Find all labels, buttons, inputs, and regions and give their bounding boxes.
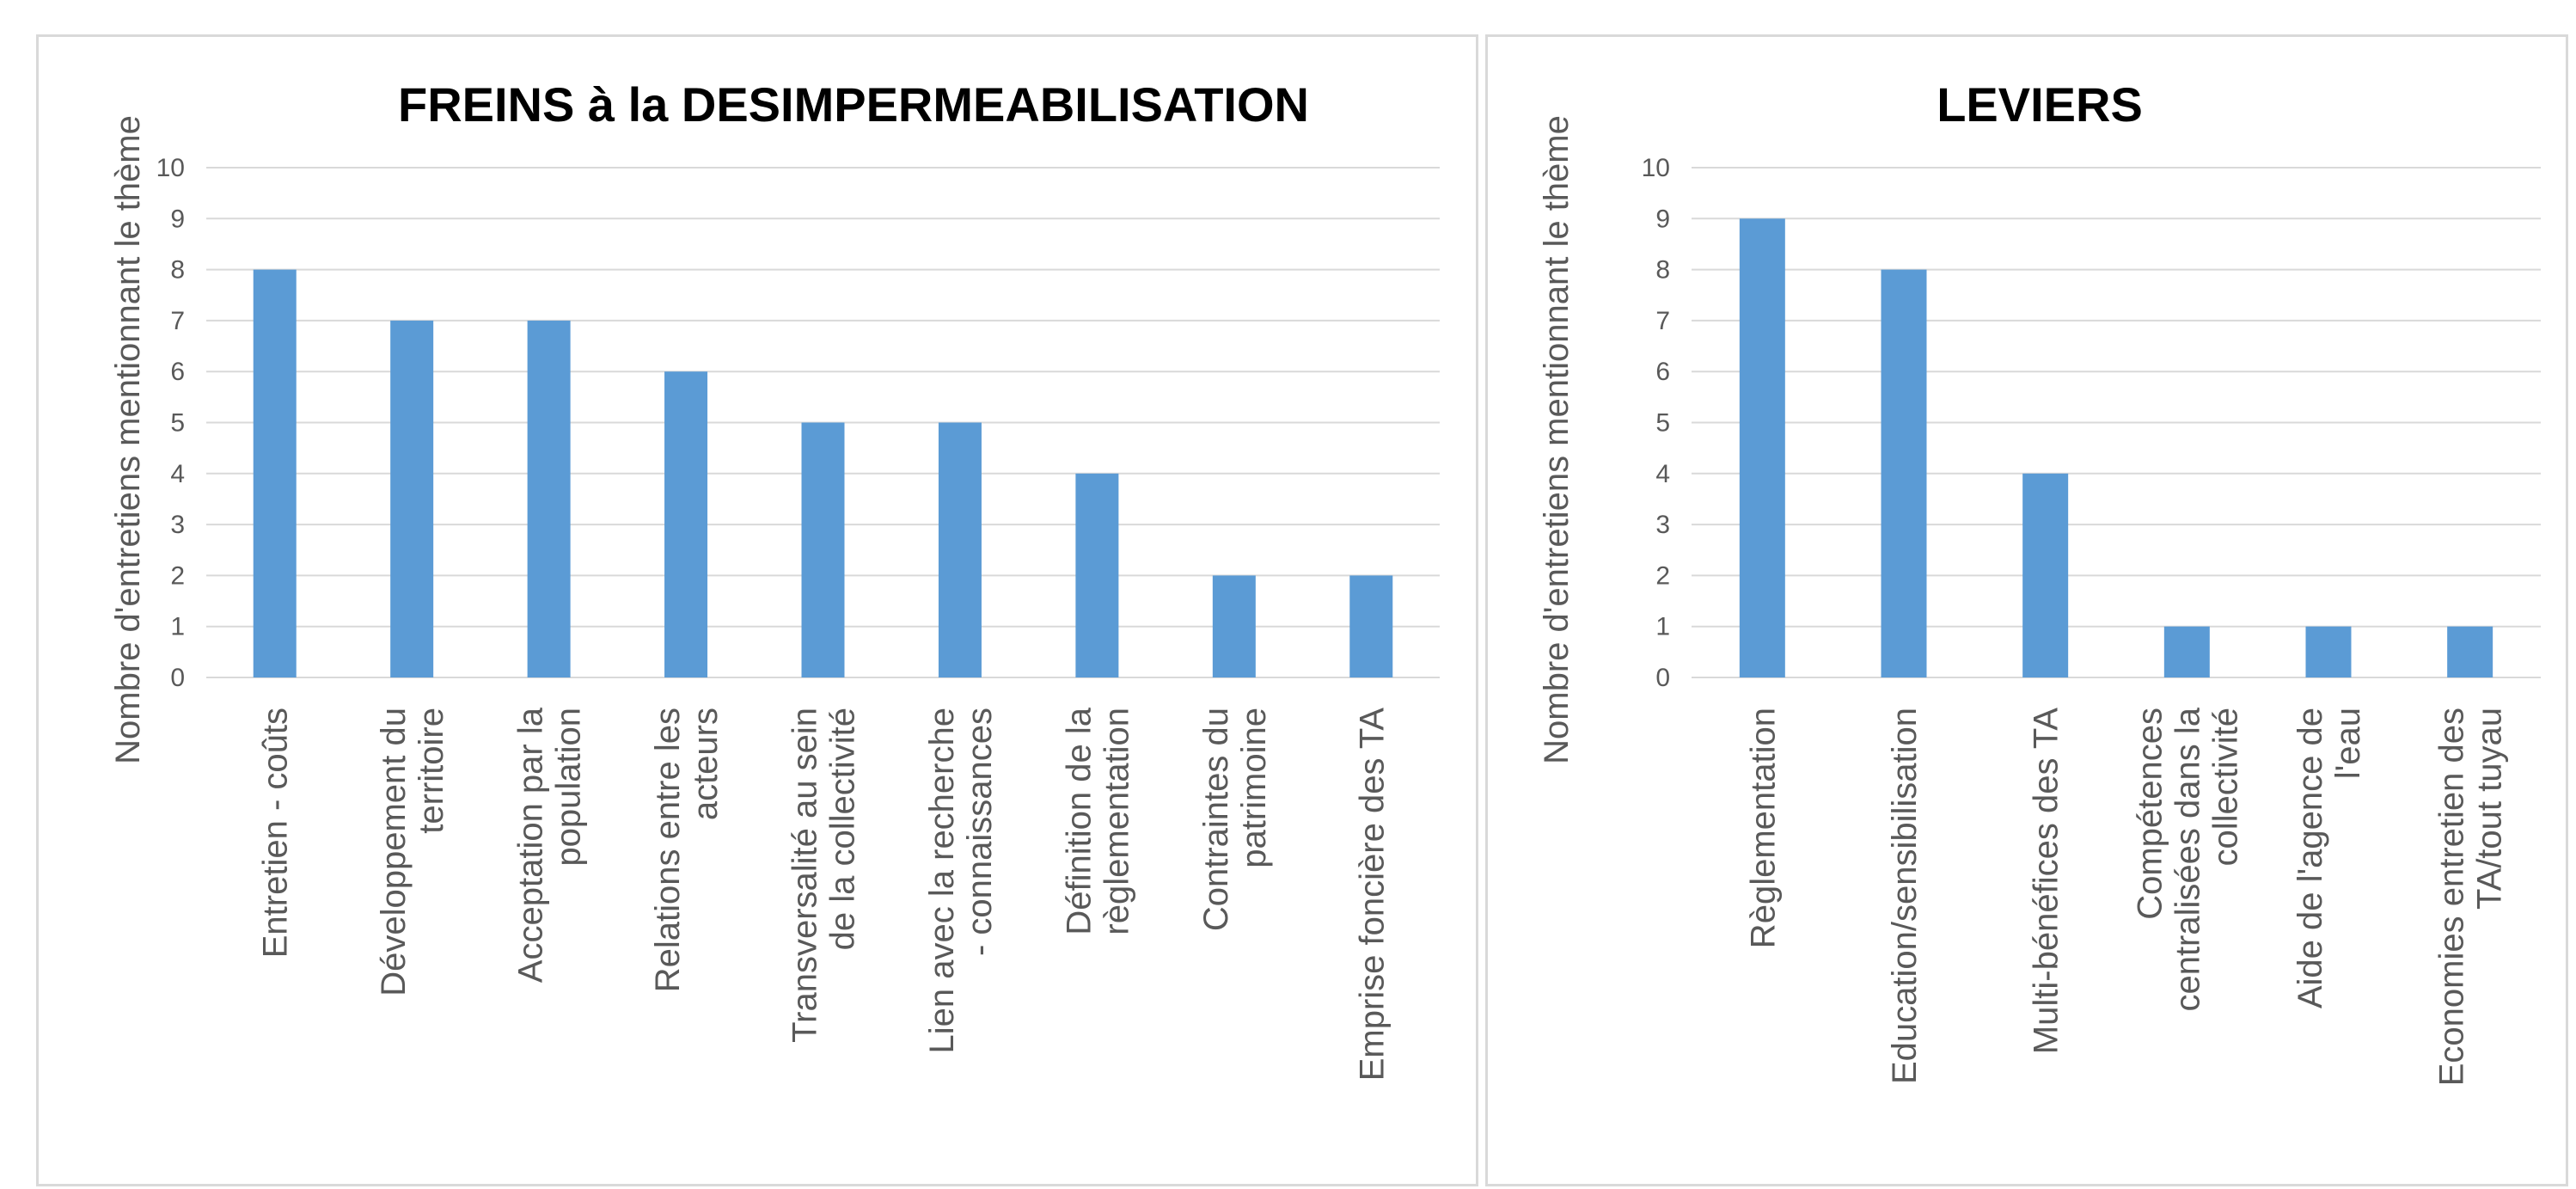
chart-leviers: LEVIERS 0 1 2 3 4 5 6 7 8 9 10 Nombre d'entretiens m… <box>1538 77 2541 1086</box>
category-label-4: Relations entre lesacteurs <box>649 708 725 992</box>
y-tick-label: 10 <box>1642 154 1670 182</box>
category-label-2: Education/sensibilisation <box>1886 708 1924 1084</box>
category-label-3: Acceptation par lapopulation <box>512 707 588 983</box>
category-label-2: Développement duterritoire <box>375 708 450 996</box>
y-tick-label: 5 <box>1655 409 1670 438</box>
chart-title: FREINS à la DESIMPERMEABILISATION <box>398 77 1309 132</box>
bar-4 <box>664 371 708 677</box>
y-tick-label: 0 <box>1655 664 1670 692</box>
chart-panel-leviers: LEVIERS 0 1 2 3 4 5 6 7 8 9 10 Nombre d'entretiens m… <box>1485 34 2568 1186</box>
bar-3 <box>2022 473 2069 677</box>
bar-1 <box>1739 218 1785 678</box>
y-tick-label: 3 <box>170 511 185 539</box>
bar-5 <box>2305 626 2352 677</box>
bar-9 <box>1349 575 1393 677</box>
bar-6 <box>2447 626 2493 677</box>
category-label-7: Définition de larèglementation <box>1060 707 1135 935</box>
bar-8 <box>1212 575 1256 677</box>
bar-6 <box>938 422 982 677</box>
bar-5 <box>801 422 845 677</box>
y-axis-label: Nombre d'entretiens mentionnant le thème <box>1538 115 1576 764</box>
y-tick-label: 5 <box>170 409 185 438</box>
category-label-6: Lien avec la recherche- connaissances <box>923 708 999 1053</box>
y-tick-label: 7 <box>1655 307 1670 335</box>
y-tick-label: 8 <box>170 256 185 285</box>
y-tick-label: 4 <box>170 460 185 488</box>
bar-3 <box>527 320 571 677</box>
y-tick-label: 9 <box>1655 205 1670 233</box>
category-label-5: Transversalité au seinde la collectivité <box>786 708 862 1043</box>
category-label-4: Compétencescentralisées dans lacollectiv… <box>2131 707 2244 1011</box>
category-label-6: Economies entretien desTA/tout tuyau <box>2433 708 2509 1086</box>
bar-7 <box>1075 473 1119 677</box>
y-tick-label: 3 <box>1655 511 1670 539</box>
y-axis-label: Nombre d'entretiens mentionnant le thème <box>109 115 147 764</box>
bar-2 <box>390 320 434 677</box>
y-tick-label: 7 <box>170 307 185 335</box>
y-tick-label: 6 <box>170 358 185 386</box>
chart-title: LEVIERS <box>1937 77 2143 132</box>
chart-panel-freins: FREINS à la DESIMPERMEABILISATION 0 1 2 3 4 5 6… <box>36 34 1478 1186</box>
y-tick-label: 1 <box>1655 613 1670 641</box>
y-tick-label: 9 <box>170 205 185 233</box>
y-tick-label: 4 <box>1655 460 1670 488</box>
category-label-3: Multi-bénéfices des TA <box>2028 708 2065 1054</box>
y-tick-label: 6 <box>1655 358 1670 386</box>
y-tick-label: 2 <box>1655 561 1670 590</box>
y-tick-label: 1 <box>170 613 185 641</box>
category-label-9: Emprise foncière des TA <box>1353 708 1391 1082</box>
y-tick-label: 0 <box>170 664 185 692</box>
y-tick-label: 10 <box>156 154 185 182</box>
bar-1 <box>253 269 297 677</box>
category-label-8: Contraintes dupatrimoine <box>1197 708 1273 931</box>
bar-4 <box>2163 626 2210 677</box>
category-label-1: Règlementation <box>1744 708 1782 948</box>
bar-2 <box>1881 269 1927 677</box>
category-label-5: Aide de l'agence del'eau <box>2291 708 2367 1008</box>
y-tick-label: 2 <box>170 561 185 590</box>
category-label-1: Entretien - coûts <box>257 708 295 958</box>
y-tick-label: 8 <box>1655 256 1670 285</box>
chart-freins: FREINS à la DESIMPERMEABILISATION 0 1 2 3 4 5 6… <box>109 77 1440 1082</box>
